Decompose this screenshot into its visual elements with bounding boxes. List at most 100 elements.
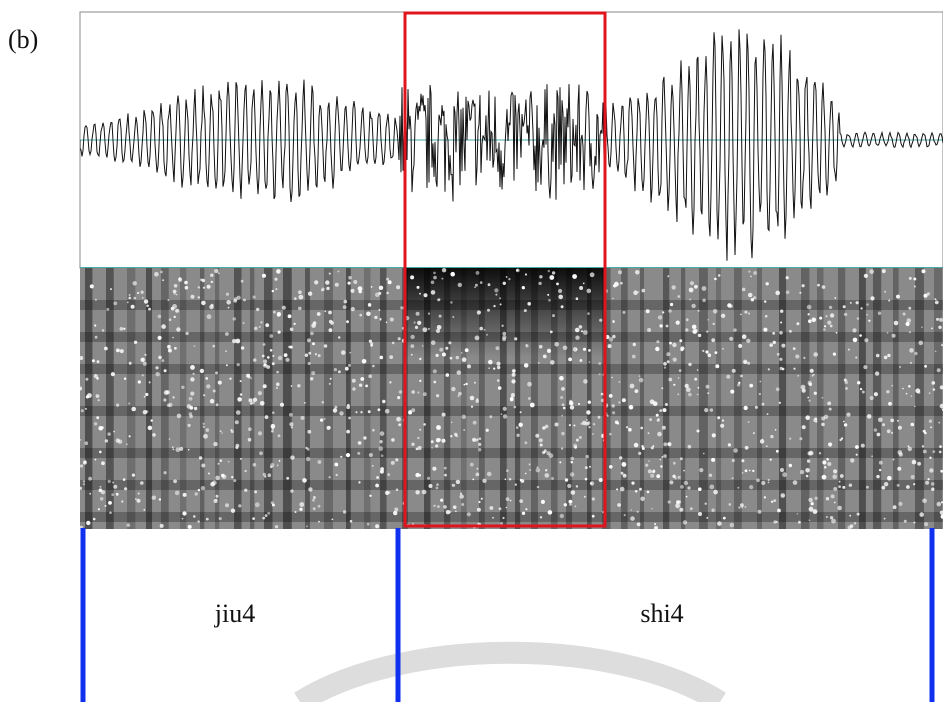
spectrogram-speckle bbox=[812, 509, 818, 514]
spectrogram-speckle bbox=[568, 424, 572, 427]
spectrogram-speckle bbox=[619, 486, 625, 492]
spectrogram-speckle bbox=[811, 317, 817, 323]
spectrogram-speckle bbox=[346, 429, 350, 434]
spectrogram-speckle bbox=[830, 494, 835, 499]
spectrogram-speckle bbox=[697, 333, 702, 338]
spectrogram-speckle bbox=[304, 353, 309, 357]
spectrogram-speckle bbox=[808, 497, 813, 503]
spectrogram-speckle bbox=[497, 386, 502, 390]
spectrogram-speckle bbox=[618, 270, 622, 275]
spectrogram-speckle bbox=[269, 334, 274, 338]
spectrogram-speckle bbox=[705, 350, 709, 354]
spectrogram-speckle bbox=[369, 494, 372, 497]
spectrogram-speckle bbox=[212, 389, 216, 393]
spectrogram-stripe bbox=[479, 268, 485, 529]
spectrogram-speckle bbox=[99, 485, 102, 488]
spectrogram-speckle bbox=[314, 280, 319, 285]
spectrogram-speckle bbox=[823, 414, 829, 419]
spectrogram-speckle bbox=[662, 408, 667, 413]
spectrogram-speckle bbox=[706, 516, 709, 519]
spectrogram-speckle bbox=[703, 452, 705, 455]
spectrogram-speckle bbox=[896, 294, 900, 299]
spectrogram-speckle bbox=[256, 307, 260, 312]
spectrogram-speckle bbox=[773, 499, 777, 502]
spectrogram-speckle bbox=[421, 345, 424, 347]
spectrogram-speckle bbox=[368, 339, 372, 343]
spectrogram-speckle bbox=[628, 404, 634, 410]
spectrogram-speckle bbox=[148, 381, 151, 384]
spectrogram-speckle bbox=[243, 298, 246, 302]
spectrogram-speckle bbox=[357, 441, 362, 445]
spectrogram-speckle bbox=[137, 380, 141, 384]
spectrogram-speckle bbox=[913, 521, 916, 524]
spectrogram-speckle bbox=[276, 464, 279, 467]
spectrogram-speckle bbox=[459, 494, 464, 499]
spectrogram-speckle bbox=[741, 287, 746, 292]
spectrogram-speckle bbox=[641, 445, 644, 448]
spectrogram-speckle bbox=[308, 351, 312, 355]
spectrogram-stripe bbox=[85, 268, 93, 529]
spectrogram-speckle bbox=[182, 492, 187, 497]
spectrogram-speckle bbox=[417, 436, 420, 440]
spectrogram-speckle bbox=[778, 401, 781, 404]
spectrogram-speckle bbox=[435, 438, 441, 443]
spectrogram-speckle bbox=[441, 412, 446, 417]
spectrogram-speckle bbox=[175, 293, 178, 296]
spectrogram-speckle bbox=[855, 301, 859, 305]
spectrogram-speckle bbox=[612, 411, 616, 415]
spectrogram-speckle bbox=[853, 522, 857, 525]
spectrogram-speckle bbox=[410, 275, 415, 280]
spectrogram-speckle bbox=[206, 284, 211, 289]
spectrogram-speckle bbox=[785, 290, 790, 295]
spectrogram-speckle bbox=[123, 327, 126, 330]
spectrogram-speckle bbox=[788, 463, 792, 468]
spectrogram-speckle bbox=[560, 447, 564, 450]
spectrogram-speckle bbox=[230, 429, 233, 432]
spectrogram-speckle bbox=[389, 355, 394, 359]
spectrogram-speckle bbox=[549, 275, 555, 280]
spectrogram-speckle bbox=[685, 387, 691, 393]
spectrogram-speckle bbox=[215, 494, 219, 498]
spectrogram-speckle bbox=[577, 402, 581, 406]
spectrogram-speckle bbox=[770, 500, 774, 503]
spectrogram-speckle bbox=[168, 438, 171, 440]
spectrogram-speckle bbox=[870, 296, 875, 301]
spectrogram-speckle bbox=[259, 401, 265, 406]
spectrogram-speckle bbox=[856, 317, 860, 320]
spectrogram-speckle bbox=[393, 510, 398, 516]
spectrogram-speckle bbox=[318, 520, 320, 523]
spectrogram-speckle bbox=[647, 432, 650, 435]
spectrogram-speckle bbox=[808, 506, 814, 512]
spectrogram-speckle bbox=[914, 351, 918, 356]
spectrogram-speckle bbox=[670, 302, 674, 307]
spectrogram-speckle bbox=[416, 285, 420, 289]
spectrogram-speckle bbox=[699, 468, 704, 473]
spectrogram-speckle bbox=[663, 366, 667, 369]
spectrogram-speckle bbox=[287, 314, 292, 319]
spectrogram-speckle bbox=[750, 298, 755, 302]
spectrogram-speckle bbox=[135, 498, 137, 500]
spectrogram-speckle bbox=[792, 347, 796, 350]
spectrogram-speckle bbox=[608, 394, 613, 398]
spectrogram-speckle bbox=[172, 446, 174, 449]
spectrogram-speckle bbox=[176, 413, 182, 419]
spectrogram-speckle bbox=[924, 522, 929, 527]
spectrogram-speckle bbox=[271, 503, 275, 507]
spectrogram-speckle bbox=[437, 505, 440, 508]
spectrogram-speckle bbox=[697, 309, 700, 312]
spectrogram-speckle bbox=[96, 416, 100, 420]
spectrogram-speckle bbox=[688, 392, 692, 397]
spectrogram-speckle bbox=[731, 458, 735, 463]
spectrogram-speckle bbox=[750, 275, 752, 278]
spectrogram-shade bbox=[405, 268, 605, 358]
spectrogram-speckle bbox=[372, 364, 375, 368]
spectrogram-speckle bbox=[620, 281, 623, 285]
spectrogram-speckle bbox=[559, 513, 564, 519]
spectrogram-speckle bbox=[876, 474, 880, 479]
spectrogram-speckle bbox=[722, 516, 726, 520]
spectrogram-speckle bbox=[761, 402, 765, 406]
spectrogram-speckle bbox=[640, 426, 644, 430]
spectrogram-speckle bbox=[917, 461, 921, 466]
spectrogram-speckle bbox=[930, 482, 935, 486]
spectrogram-speckle bbox=[312, 342, 315, 346]
